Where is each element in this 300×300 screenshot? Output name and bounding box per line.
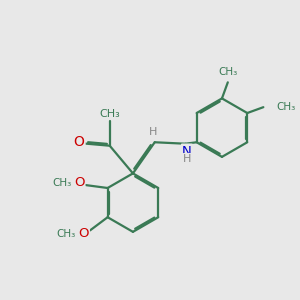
Text: H: H — [149, 127, 158, 137]
Text: CH₃: CH₃ — [218, 67, 237, 77]
Text: CH₃: CH₃ — [56, 229, 76, 239]
Text: H: H — [183, 154, 191, 164]
Text: CH₃: CH₃ — [99, 109, 120, 118]
Text: O: O — [74, 176, 85, 189]
Text: O: O — [78, 227, 89, 240]
Text: CH₃: CH₃ — [52, 178, 71, 188]
Text: N: N — [182, 145, 192, 158]
Text: CH₃: CH₃ — [277, 102, 296, 112]
Text: O: O — [74, 135, 85, 149]
